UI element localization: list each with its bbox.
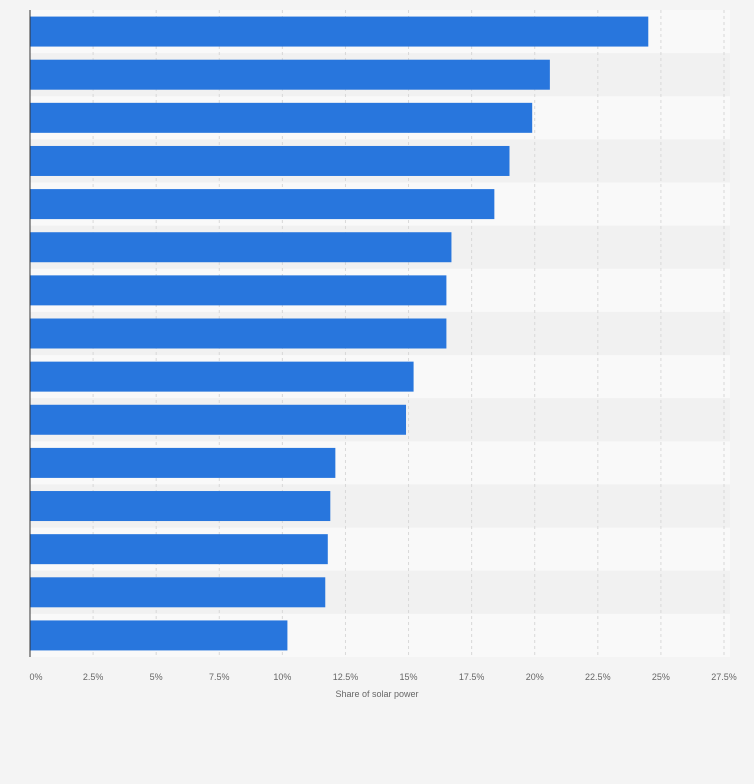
bar[interactable] — [30, 447, 336, 478]
bar[interactable] — [30, 189, 495, 220]
bar[interactable] — [30, 145, 510, 176]
x-tick-label: 0% — [29, 672, 42, 682]
bars — [30, 16, 649, 651]
bar[interactable] — [30, 16, 649, 47]
bar[interactable] — [30, 620, 288, 651]
x-tick-label: 2.5% — [83, 672, 104, 682]
x-tick-label: 15% — [400, 672, 418, 682]
bar[interactable] — [30, 534, 328, 565]
bar[interactable] — [30, 102, 533, 133]
bar[interactable] — [30, 59, 550, 90]
x-tick-label: 10% — [273, 672, 291, 682]
x-tick-label: 7.5% — [209, 672, 230, 682]
x-tick-label: 25% — [652, 672, 670, 682]
x-tick-label: 27.5% — [711, 672, 737, 682]
x-tick-label: 12.5% — [333, 672, 359, 682]
x-tick-label: 20% — [526, 672, 544, 682]
bar[interactable] — [30, 361, 414, 392]
bar[interactable] — [30, 318, 447, 349]
x-tick-label: 17.5% — [459, 672, 485, 682]
x-tick-labels: 0% 2.5% 5% 7.5% 10% 12.5% 15% 17.5% 20% 22.5% 25% 2… — [29, 672, 736, 682]
bar[interactable] — [30, 275, 447, 306]
bar[interactable] — [30, 404, 407, 435]
x-tick-label: 5% — [150, 672, 163, 682]
bar[interactable] — [30, 491, 331, 522]
bar[interactable] — [30, 232, 452, 263]
x-tick-label: 22.5% — [585, 672, 611, 682]
bar[interactable] — [30, 577, 326, 608]
x-axis-title: Share of solar power — [335, 689, 418, 699]
